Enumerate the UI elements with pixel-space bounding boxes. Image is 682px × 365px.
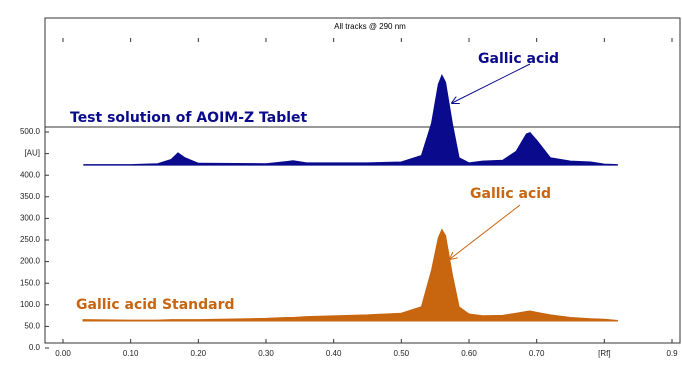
series-label: Gallic acid Standard: [76, 297, 235, 313]
x-tick-label: 0.30: [258, 349, 274, 358]
x-tick-label: 0.10: [123, 349, 139, 358]
x-tick-label: 0.50: [394, 349, 410, 358]
y-tick-label: 50.0: [24, 322, 40, 331]
x-tick-label: 0.20: [191, 349, 207, 358]
x-tick-label: 0.9: [666, 349, 678, 358]
x-tick-label: [Rf]: [598, 349, 610, 358]
y-tick-label: 150.0: [20, 278, 41, 287]
x-tick-label: 0.00: [55, 349, 71, 358]
y-tick-label: 0.0: [29, 343, 41, 352]
annotation-arrow: [450, 204, 521, 259]
series-area: [83, 74, 618, 166]
y-tick-label: 250.0: [20, 235, 41, 244]
x-tick-label: 0.70: [529, 349, 545, 358]
y-tick-label: 100.0: [20, 300, 41, 309]
plot-frame: [44, 17, 681, 344]
y-tick-label: 400.0: [20, 170, 41, 179]
x-tick-label: 0.60: [461, 349, 477, 358]
series-label: Test solution of AOIM-Z Tablet: [70, 110, 308, 126]
x-tick-label: 0.40: [326, 349, 342, 358]
y-tick-label: [AU]: [24, 149, 40, 158]
annotation: Gallic acid: [470, 186, 552, 202]
chart-title: All tracks @ 290 nm: [334, 22, 406, 31]
y-tick-label: 300.0: [20, 214, 41, 223]
series-area: [82, 228, 618, 322]
y-tick-label: 200.0: [20, 257, 41, 266]
annotation-arrow: [452, 63, 531, 103]
y-tick-label: 350.0: [20, 192, 41, 201]
annotation: Gallic acid: [478, 51, 560, 67]
y-tick-label: 500.0: [20, 127, 41, 136]
